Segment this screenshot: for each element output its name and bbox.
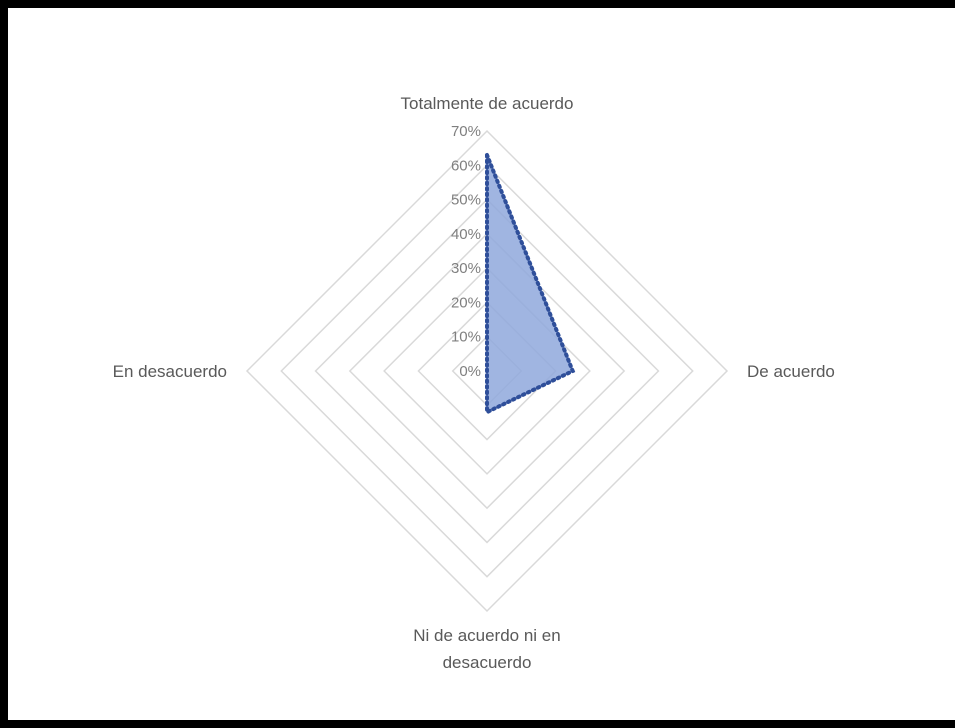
category-label: Ni de acuerdo ni en desacuerdo — [413, 626, 560, 672]
category-label: En desacuerdo — [113, 362, 227, 381]
category-label: De acuerdo — [747, 362, 835, 381]
radial-tick-label: 30% — [451, 260, 481, 277]
radial-tick-label: 10% — [451, 329, 481, 346]
series-area — [485, 154, 576, 416]
radial-tick-label: 50% — [451, 192, 481, 209]
radial-tick-label: 20% — [451, 294, 481, 311]
grid-ring-40 — [348, 232, 626, 510]
radar-series — [485, 154, 576, 416]
grid-ring-60 — [280, 164, 694, 578]
radial-tick-label: 60% — [451, 157, 481, 174]
radial-tick-label: 0% — [459, 363, 481, 380]
grid-ring-50 — [314, 198, 660, 544]
radial-tick-label: 40% — [451, 226, 481, 243]
category-label: Totalmente de acuerdo — [401, 94, 574, 113]
radial-axis-ticks: 0% 10% 20% 30% 40% 50% 60% 70% — [451, 123, 481, 380]
grid-ring-70 — [245, 129, 729, 613]
radial-tick-label: 70% — [451, 123, 481, 140]
category-labels: Totalmente de acuerdo De acuerdo Ni de acu… — [113, 94, 835, 672]
